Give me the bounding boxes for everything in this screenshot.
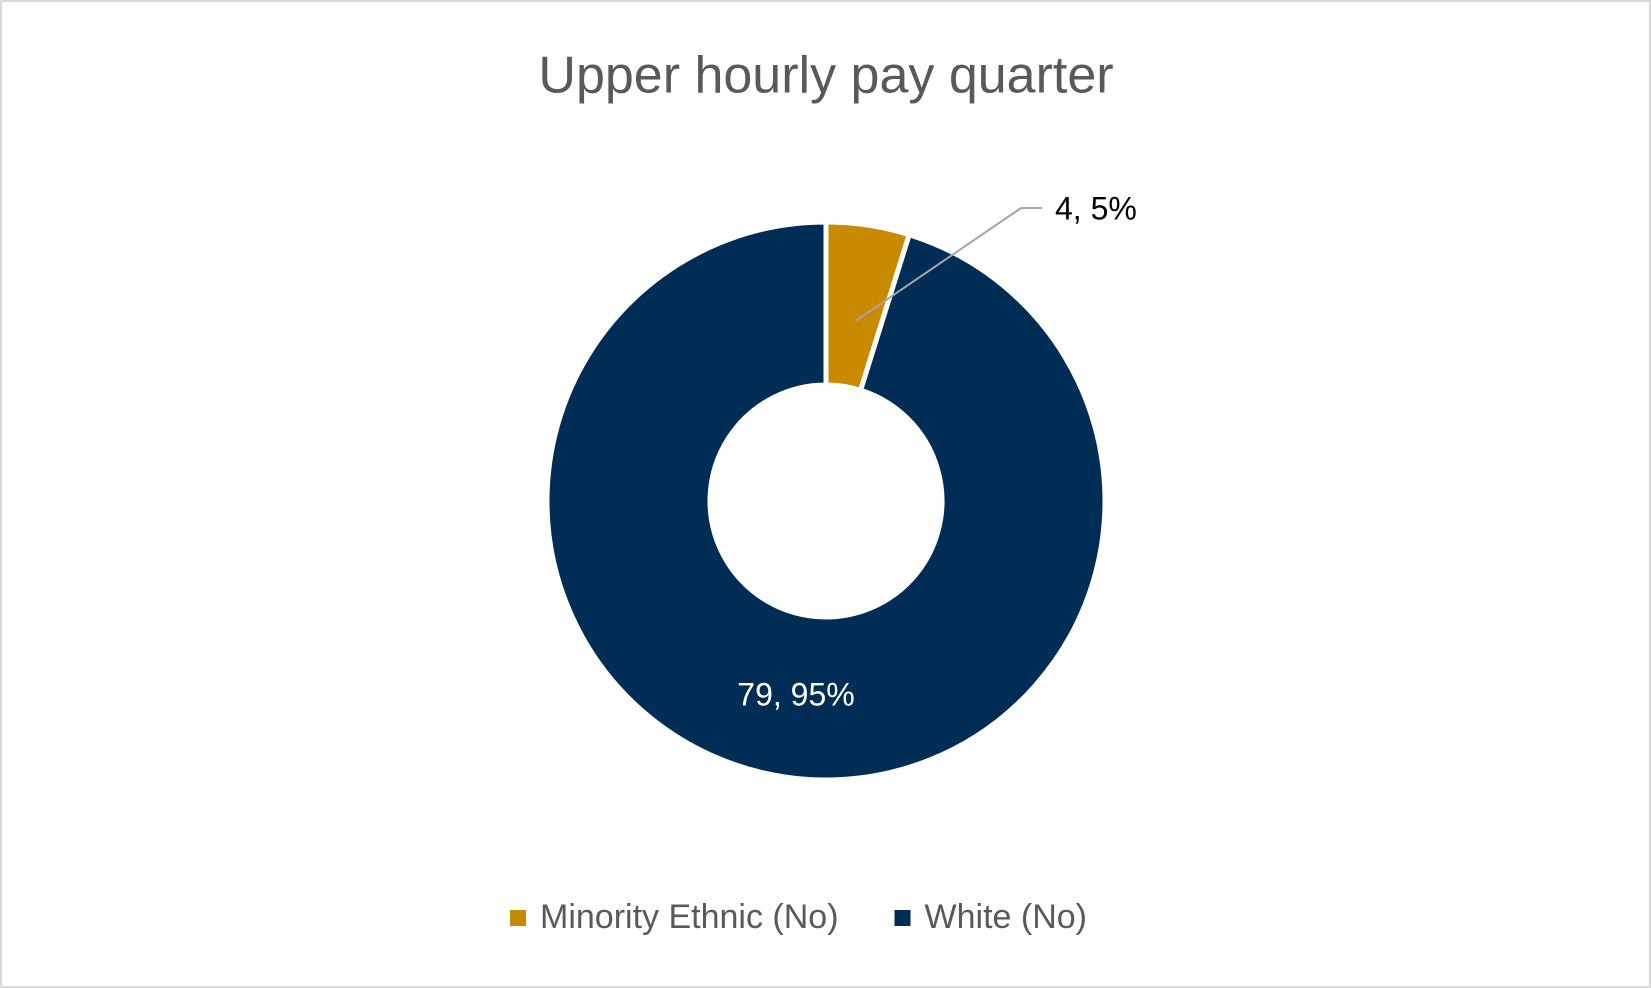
legend-swatch xyxy=(894,910,911,926)
leader-line xyxy=(855,207,1042,322)
legend-label: Minority Ethnic (No) xyxy=(540,898,839,936)
data-label: 79, 95% xyxy=(737,676,854,712)
legend-swatch xyxy=(510,910,526,926)
chart-title: Upper hourly pay quarter xyxy=(538,47,1113,105)
data-label: 4, 5% xyxy=(1055,190,1137,226)
legend-label: White (No) xyxy=(925,898,1087,936)
donut-slice xyxy=(544,219,1108,783)
